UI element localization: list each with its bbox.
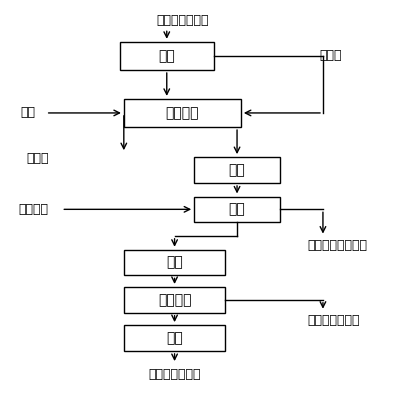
- Text: 干燥: 干燥: [166, 331, 183, 345]
- Bar: [194, 197, 280, 222]
- Bar: [120, 42, 213, 70]
- Text: 二氧化硫: 二氧化硫: [18, 203, 48, 216]
- Text: 洗滤液（外排）: 洗滤液（外排）: [307, 314, 360, 327]
- Text: 高含碲复杂粗硒: 高含碲复杂粗硒: [156, 14, 209, 27]
- Text: 氧化吸收: 氧化吸收: [166, 106, 199, 120]
- Bar: [124, 250, 225, 275]
- Text: 碳酸钠: 碳酸钠: [320, 49, 342, 62]
- Text: 精硒粉（产品）: 精硒粉（产品）: [148, 368, 201, 381]
- Text: 氧气: 氧气: [20, 107, 35, 119]
- Text: 过滤: 过滤: [228, 163, 246, 177]
- Bar: [124, 99, 241, 127]
- Bar: [124, 325, 225, 351]
- Text: 压滤: 压滤: [166, 255, 183, 269]
- Text: 还原: 还原: [228, 202, 246, 216]
- Bar: [194, 157, 280, 183]
- Text: 浆化洗涤: 浆化洗涤: [158, 293, 191, 307]
- Text: 还原后液（外排）: 还原后液（外排）: [307, 239, 367, 252]
- Bar: [124, 287, 225, 312]
- Text: 氧化渣: 氧化渣: [26, 152, 49, 165]
- Text: 干燥: 干燥: [158, 49, 175, 63]
